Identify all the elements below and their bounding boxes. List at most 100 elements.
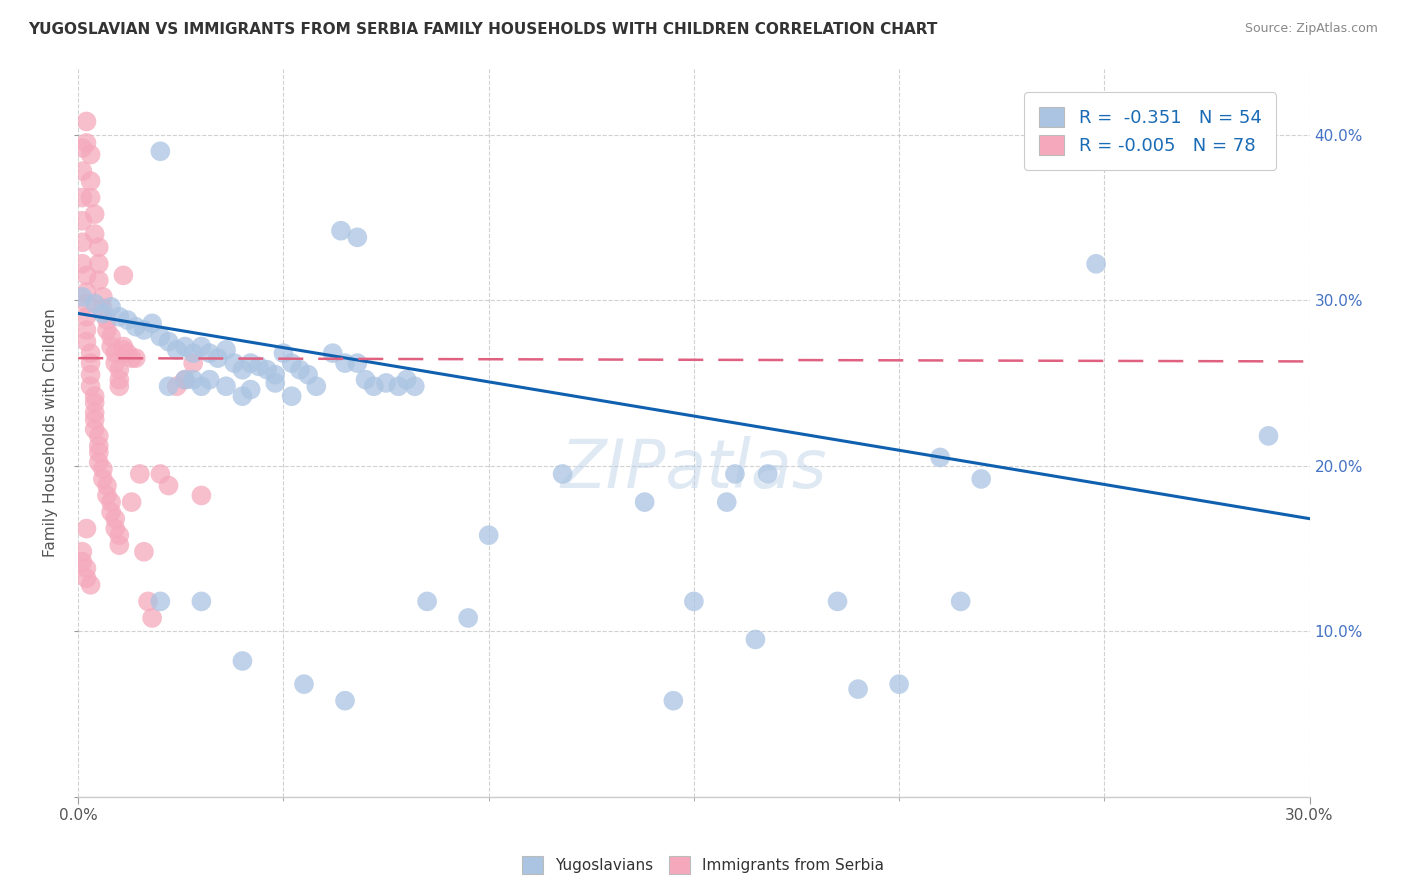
Point	[108, 310, 131, 324]
Point	[633, 495, 655, 509]
Point	[117, 313, 139, 327]
Point	[329, 224, 352, 238]
Point	[72, 214, 94, 228]
Point	[149, 145, 172, 159]
Point	[363, 379, 385, 393]
Point	[207, 351, 229, 365]
Point	[83, 227, 105, 241]
Point	[75, 268, 97, 283]
Point	[72, 164, 94, 178]
Point	[87, 439, 110, 453]
Point	[231, 362, 253, 376]
Point	[96, 323, 118, 337]
Point	[166, 343, 188, 357]
Point	[132, 323, 155, 337]
Point	[190, 379, 212, 393]
Point	[149, 467, 172, 481]
Point	[87, 273, 110, 287]
Point	[724, 467, 747, 481]
Point	[288, 362, 311, 376]
Point	[79, 191, 101, 205]
Y-axis label: Family Households with Children: Family Households with Children	[44, 309, 58, 557]
Point	[104, 346, 127, 360]
Point	[149, 594, 172, 608]
Point	[395, 373, 418, 387]
Point	[1257, 429, 1279, 443]
Point	[96, 478, 118, 492]
Text: YUGOSLAVIAN VS IMMIGRANTS FROM SERBIA FAMILY HOUSEHOLDS WITH CHILDREN CORRELATIO: YUGOSLAVIAN VS IMMIGRANTS FROM SERBIA FA…	[28, 22, 938, 37]
Point	[79, 578, 101, 592]
Point	[346, 230, 368, 244]
Point	[141, 611, 163, 625]
Point	[190, 594, 212, 608]
Point	[72, 290, 94, 304]
Point	[104, 511, 127, 525]
Point	[551, 467, 574, 481]
Point	[716, 495, 738, 509]
Point	[91, 306, 114, 320]
Point	[112, 268, 135, 283]
Point	[457, 611, 479, 625]
Point	[239, 383, 262, 397]
Point	[125, 319, 148, 334]
Point	[280, 356, 302, 370]
Point	[157, 334, 180, 349]
Point	[404, 379, 426, 393]
Point	[72, 545, 94, 559]
Point	[264, 376, 287, 390]
Point	[224, 356, 246, 370]
Point	[87, 445, 110, 459]
Point	[79, 356, 101, 370]
Point	[181, 373, 204, 387]
Text: ZIPatlas: ZIPatlas	[561, 436, 827, 502]
Point	[264, 368, 287, 382]
Point	[75, 571, 97, 585]
Point	[215, 343, 238, 357]
Point	[166, 379, 188, 393]
Point	[157, 379, 180, 393]
Point	[375, 376, 398, 390]
Point	[87, 257, 110, 271]
Point	[83, 207, 105, 221]
Point	[108, 538, 131, 552]
Point	[1319, 235, 1341, 250]
Point	[846, 682, 869, 697]
Point	[75, 310, 97, 324]
Point	[72, 191, 94, 205]
Point	[149, 329, 172, 343]
Point	[75, 136, 97, 150]
Point	[72, 257, 94, 271]
Point	[108, 528, 131, 542]
Point	[157, 478, 180, 492]
Point	[231, 389, 253, 403]
Point	[273, 346, 295, 360]
Point	[478, 528, 501, 542]
Point	[354, 373, 377, 387]
Point	[117, 346, 139, 360]
Point	[100, 495, 122, 509]
Point	[79, 368, 101, 382]
Point	[929, 450, 952, 465]
Point	[190, 340, 212, 354]
Point	[75, 561, 97, 575]
Point	[79, 174, 101, 188]
Point	[108, 373, 131, 387]
Point	[333, 356, 356, 370]
Point	[239, 356, 262, 370]
Point	[292, 677, 315, 691]
Point	[83, 406, 105, 420]
Point	[75, 522, 97, 536]
Point	[827, 594, 849, 608]
Point	[744, 632, 766, 647]
Point	[83, 296, 105, 310]
Point	[79, 147, 101, 161]
Point	[1085, 257, 1108, 271]
Point	[125, 351, 148, 365]
Point	[121, 495, 143, 509]
Point	[198, 373, 221, 387]
Point	[322, 346, 344, 360]
Point	[96, 313, 118, 327]
Point	[198, 346, 221, 360]
Point	[75, 285, 97, 299]
Point	[683, 594, 706, 608]
